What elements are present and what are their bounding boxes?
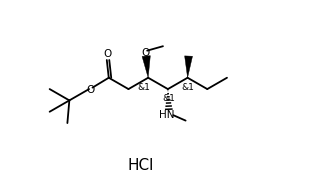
Polygon shape	[185, 56, 192, 78]
Text: &1: &1	[182, 83, 195, 92]
Text: HN: HN	[159, 110, 174, 120]
Text: O: O	[104, 49, 112, 59]
Text: &1: &1	[162, 94, 175, 103]
Polygon shape	[142, 56, 150, 78]
Text: HCl: HCl	[128, 158, 154, 173]
Text: &1: &1	[137, 83, 150, 92]
Text: O: O	[141, 48, 149, 58]
Text: O: O	[86, 85, 94, 95]
